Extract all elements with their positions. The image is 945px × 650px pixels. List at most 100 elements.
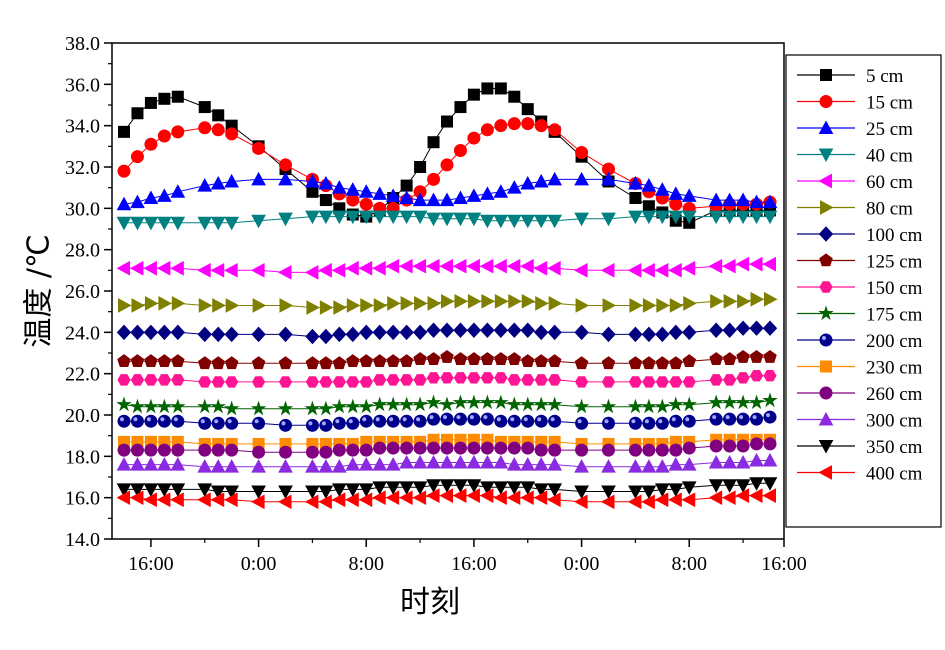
data-point [211,326,226,343]
data-point [116,196,132,211]
data-point [520,481,536,495]
data-point [521,414,535,428]
legend-marker [819,253,833,267]
marker-highlight [416,417,421,422]
data-point [171,374,185,386]
data-point [360,298,374,313]
data-point [129,490,144,506]
data-point [548,443,562,457]
series-60cm [116,256,776,280]
data-point [400,179,413,192]
data-point [251,326,266,343]
data-point [143,260,157,276]
data-point [736,439,750,453]
data-point [494,82,507,95]
data-point [641,398,657,414]
marker-highlight [429,415,434,420]
data-point [345,260,359,276]
data-point [439,479,455,493]
y-tick-label: 26.0 [65,281,100,303]
y-tick-label: 14.0 [65,529,100,551]
data-point [211,443,225,457]
legend-box [785,54,942,528]
data-point [372,490,386,506]
data-point [197,356,212,370]
marker-highlight [510,417,515,422]
marker-highlight [604,419,609,424]
data-point [668,262,682,278]
data-point [345,210,361,225]
data-point [574,459,589,473]
data-point [197,483,213,497]
data-point [399,190,414,204]
data-point [318,494,332,510]
series-40cm [116,210,778,231]
data-point [533,490,548,506]
legend-marker [818,173,832,189]
data-point [628,416,642,430]
data-point [117,354,131,368]
data-point [427,136,440,149]
data-point [304,400,321,416]
data-point [129,260,144,276]
data-point [386,441,400,455]
marker-highlight [496,417,501,422]
data-point [252,376,266,388]
data-point [318,175,334,190]
legend-marker [819,386,833,400]
data-point [225,298,240,313]
data-point [601,376,616,388]
data-point [116,396,132,412]
data-point [305,418,319,432]
data-point [224,262,238,278]
data-point [574,494,588,510]
data-point [117,164,131,178]
data-point [198,298,213,313]
data-point [466,488,480,503]
data-point [413,374,427,386]
data-point [548,123,562,137]
data-point [278,212,293,227]
data-point [251,356,266,370]
data-point [399,324,414,341]
data-point [197,262,211,278]
data-point [574,356,589,370]
data-point [669,298,684,313]
data-point [385,490,400,506]
data-point [118,125,130,138]
marker-highlight [739,415,744,420]
legend-label: 200 cm [866,331,923,352]
data-point [210,216,226,231]
data-point [723,412,737,426]
data-point [157,324,172,341]
data-point [480,352,495,365]
data-point [306,185,319,198]
data-point [708,454,724,469]
data-point [359,324,374,341]
data-point [493,394,509,410]
x-tick-label: 16:00 [451,553,497,575]
data-point [441,115,453,128]
series-80cm [118,291,778,315]
data-point [534,414,548,428]
data-point [197,216,213,231]
data-point [319,418,333,432]
data-point [130,443,144,457]
data-point [682,324,697,341]
data-point [371,396,388,412]
data-point [318,328,334,345]
data-point [414,296,428,311]
data-point [762,392,778,408]
data-point [654,182,670,196]
data-point [708,479,724,493]
data-point [130,216,145,231]
data-point [601,485,616,500]
data-point [197,398,213,414]
data-point [654,210,670,225]
data-point [575,376,589,388]
data-point [547,354,562,368]
data-point [628,459,643,473]
data-point [210,485,226,500]
data-point [683,296,697,311]
marker-highlight [456,415,461,420]
